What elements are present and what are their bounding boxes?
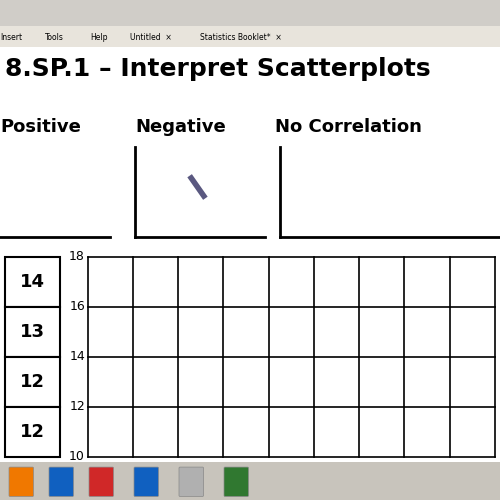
Bar (0, 26, 500, 47)
Text: No Correlation: No Correlation (275, 118, 422, 136)
Text: 14: 14 (20, 273, 45, 291)
Text: 14: 14 (69, 350, 85, 364)
FancyBboxPatch shape (89, 467, 114, 496)
Text: Negative: Negative (135, 118, 226, 136)
Text: 16: 16 (69, 300, 85, 314)
FancyBboxPatch shape (179, 467, 204, 496)
Bar (5, 407, 60, 457)
Bar (5, 307, 60, 357)
FancyBboxPatch shape (134, 467, 158, 496)
Text: Untitled  ×: Untitled × (130, 33, 172, 42)
Text: 12: 12 (69, 400, 85, 413)
Text: Tools: Tools (45, 33, 64, 42)
Text: 18: 18 (69, 250, 85, 264)
FancyBboxPatch shape (49, 467, 74, 496)
FancyBboxPatch shape (9, 467, 34, 496)
Text: 13: 13 (20, 323, 45, 341)
Bar (5, 357, 60, 407)
Text: Statistics Booklet*  ×: Statistics Booklet* × (200, 33, 282, 42)
Text: Insert: Insert (0, 33, 22, 42)
FancyBboxPatch shape (224, 467, 248, 496)
Text: Help: Help (90, 33, 108, 42)
Text: 12: 12 (20, 373, 45, 391)
Text: 10: 10 (69, 450, 85, 464)
Text: 8.SP.1 – Interpret Scatterplots: 8.SP.1 – Interpret Scatterplots (5, 57, 430, 81)
Text: Positive: Positive (0, 118, 81, 136)
Bar (0, 0, 500, 26)
Bar (0, 462, 500, 500)
Text: 12: 12 (20, 423, 45, 441)
Bar (5, 257, 60, 307)
